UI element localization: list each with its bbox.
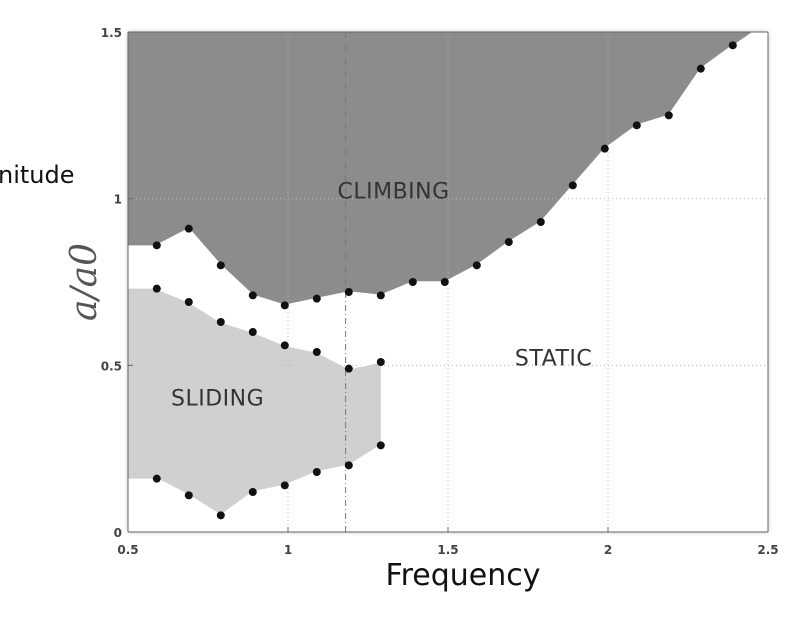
x-tick-label: 0.5 — [117, 543, 138, 557]
region-label-climbing: CLIMBING — [338, 180, 450, 205]
climbing_boundary-point — [312, 294, 321, 303]
x-tick-label: 1.5 — [437, 543, 458, 557]
x-tick-label: 2.5 — [757, 543, 778, 557]
climbing_boundary-point — [344, 288, 353, 296]
sliding_upper-point — [152, 284, 161, 293]
climbing_boundary-point — [216, 261, 225, 270]
climbing_boundary-point — [280, 301, 289, 310]
x-axis-label: Frequency — [386, 558, 541, 593]
climbing_boundary-point — [504, 238, 513, 246]
sliding-lower-line — [156, 444, 382, 517]
climbing_boundary-point — [728, 41, 737, 50]
y-tick-label: 1 — [114, 193, 122, 207]
y-tick-label: 0.5 — [101, 359, 122, 373]
sliding-upper-line — [156, 287, 381, 370]
climbing_boundary-point — [600, 144, 609, 153]
y-tick-label: 0 — [114, 526, 122, 540]
sliding_lower-point — [344, 461, 353, 470]
sliding_lower-point — [184, 491, 193, 500]
sliding_lower-point — [312, 468, 321, 476]
sliding_upper-point — [216, 318, 225, 326]
overflow-label-bg — [0, 154, 108, 194]
sliding_lower-point — [152, 474, 161, 483]
climbing_boundary-point — [248, 291, 257, 300]
sliding_lower-point — [280, 481, 289, 490]
climbing_boundary-point — [696, 64, 705, 73]
climbing_boundary-point — [568, 181, 577, 190]
sliding_lower-point — [376, 441, 385, 450]
climbing-region — [128, 32, 752, 306]
x-tick-label: 1 — [284, 543, 292, 557]
climbing_boundary-point — [440, 278, 449, 286]
region-label-static: STATIC — [515, 346, 592, 371]
sliding_upper-point — [184, 298, 193, 306]
climbing_boundary-point — [376, 291, 385, 300]
sliding_lower-point — [248, 488, 257, 496]
region-label-sliding: SLIDING — [171, 386, 264, 411]
y-axis-label: a/a0 — [64, 243, 105, 321]
sliding_lower-point — [216, 511, 225, 520]
climbing_boundary-point — [152, 241, 161, 250]
sliding-region — [128, 288, 381, 516]
climbing_boundary-point — [664, 111, 673, 120]
sliding_upper-point — [376, 358, 385, 366]
overflow-axis-label: nitude — [0, 161, 75, 189]
sliding_upper-point — [344, 364, 353, 373]
x-tick-label: 2 — [604, 543, 612, 557]
climbing_boundary-point — [536, 218, 545, 226]
sliding_upper-point — [312, 348, 321, 356]
climbing_boundary-point — [472, 261, 481, 270]
y-tick-label: 1.5 — [101, 26, 122, 40]
sliding_upper-point — [280, 341, 289, 350]
sliding_upper-point — [248, 328, 257, 336]
climbing_boundary-point — [408, 278, 417, 286]
climbing_boundary-point — [632, 121, 641, 130]
climbing_boundary-point — [184, 224, 193, 233]
